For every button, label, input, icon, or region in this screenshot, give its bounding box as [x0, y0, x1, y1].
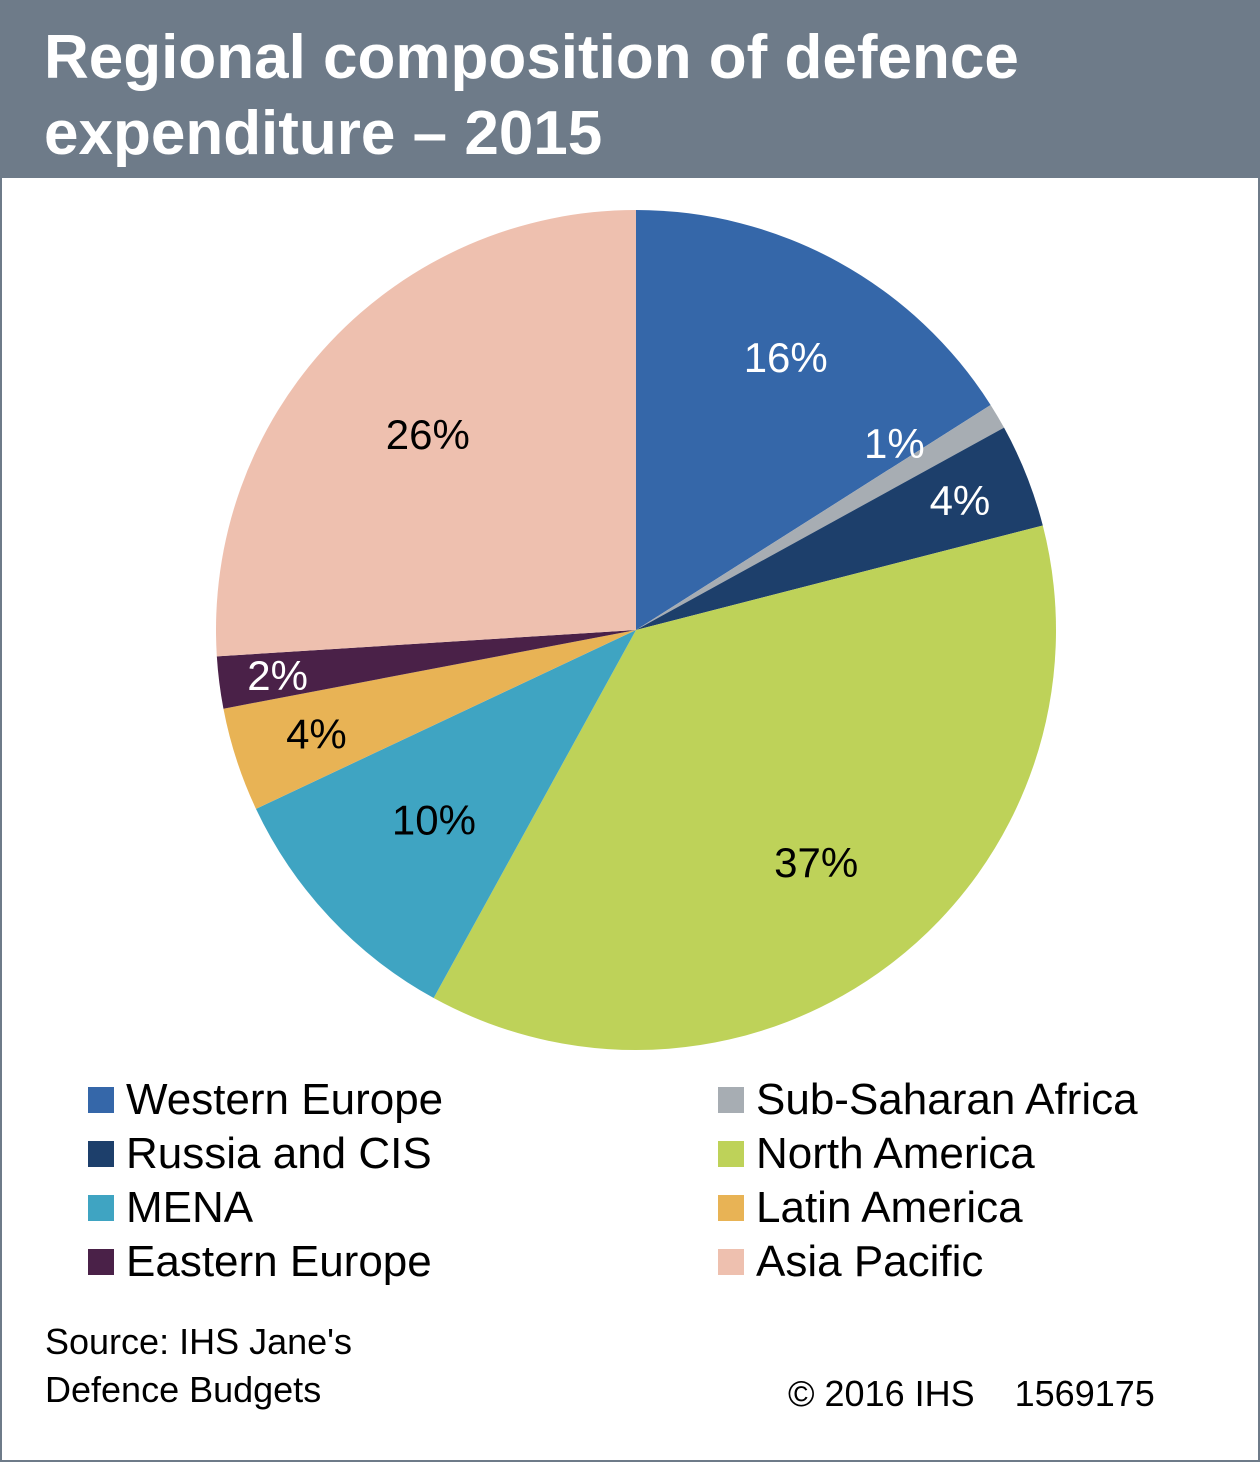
pie-chart: 16%1%4%37%10%4%2%26%	[216, 210, 1056, 1051]
pie-slice-latin-america	[223, 630, 636, 809]
data-label-asia-pacific: 26%	[386, 411, 470, 458]
legend-item-latin-america: Latin America	[718, 1181, 1023, 1235]
legend-label-sub-saharan-africa: Sub-Saharan Africa	[756, 1075, 1138, 1124]
copyright-note: © 2016 IHS 1569175	[788, 1373, 1155, 1414]
title-bar: Regional composition of defence expendit…	[0, 0, 1260, 178]
data-label-eastern-europe: 2%	[247, 652, 308, 699]
source-note: Source: IHS Jane's Defence Budgets	[45, 1318, 352, 1414]
legend-item-mena: MENA	[88, 1181, 253, 1235]
legend-label-mena: MENA	[126, 1183, 254, 1232]
legend-item-eastern-europe: Eastern Europe	[88, 1235, 432, 1289]
legend-label-latin-america: Latin America	[756, 1183, 1023, 1232]
data-label-mena: 10%	[392, 796, 476, 843]
source-line-2: Defence Budgets	[45, 1369, 322, 1410]
data-label-north-america: 37%	[774, 839, 858, 886]
legend-label-asia-pacific: Asia Pacific	[756, 1237, 984, 1286]
legend-swatch-western-europe	[88, 1087, 114, 1113]
pie-slice-asia-pacific	[216, 210, 636, 657]
legend-item-russia-and-cis: Russia and CIS	[88, 1127, 432, 1181]
legend-label-north-america: North America	[756, 1129, 1035, 1178]
data-label-russia-and-cis: 4%	[930, 477, 991, 524]
legend-swatch-north-america	[718, 1141, 744, 1167]
legend-swatch-latin-america	[718, 1195, 744, 1221]
legend: Western Europe Sub-Saharan Africa Russia a…	[88, 1073, 1218, 1293]
legend-item-asia-pacific: Asia Pacific	[718, 1235, 983, 1289]
legend-swatch-mena	[88, 1195, 114, 1221]
legend-item-north-america: North America	[718, 1127, 1035, 1181]
pie-slice-western-europe	[636, 210, 991, 630]
legend-swatch-russia-and-cis	[88, 1141, 114, 1167]
legend-label-eastern-europe: Eastern Europe	[126, 1237, 432, 1286]
pie-slice-sub-saharan-africa	[636, 404, 1005, 630]
legend-label-russia-and-cis: Russia and CIS	[126, 1129, 432, 1178]
legend-item-western-europe: Western Europe	[88, 1073, 443, 1127]
legend-swatch-eastern-europe	[88, 1249, 114, 1275]
pie-slice-russia-and-cis	[636, 427, 1043, 630]
legend-item-sub-saharan-africa: Sub-Saharan Africa	[718, 1073, 1138, 1127]
data-label-latin-america: 4%	[286, 710, 347, 757]
chart-title: Regional composition of defence expendit…	[44, 23, 1019, 168]
pie-slice-north-america	[433, 525, 1056, 1051]
pie-slice-eastern-europe	[216, 630, 636, 709]
data-label-sub-saharan-africa: 1%	[864, 420, 925, 467]
data-label-western-europe: 16%	[744, 334, 828, 381]
legend-label-western-europe: Western Europe	[126, 1075, 444, 1124]
pie-slice-mena	[255, 630, 636, 999]
source-line-1: Source: IHS Jane's	[45, 1321, 353, 1362]
legend-swatch-sub-saharan-africa	[718, 1087, 744, 1113]
legend-swatch-asia-pacific	[718, 1249, 744, 1275]
